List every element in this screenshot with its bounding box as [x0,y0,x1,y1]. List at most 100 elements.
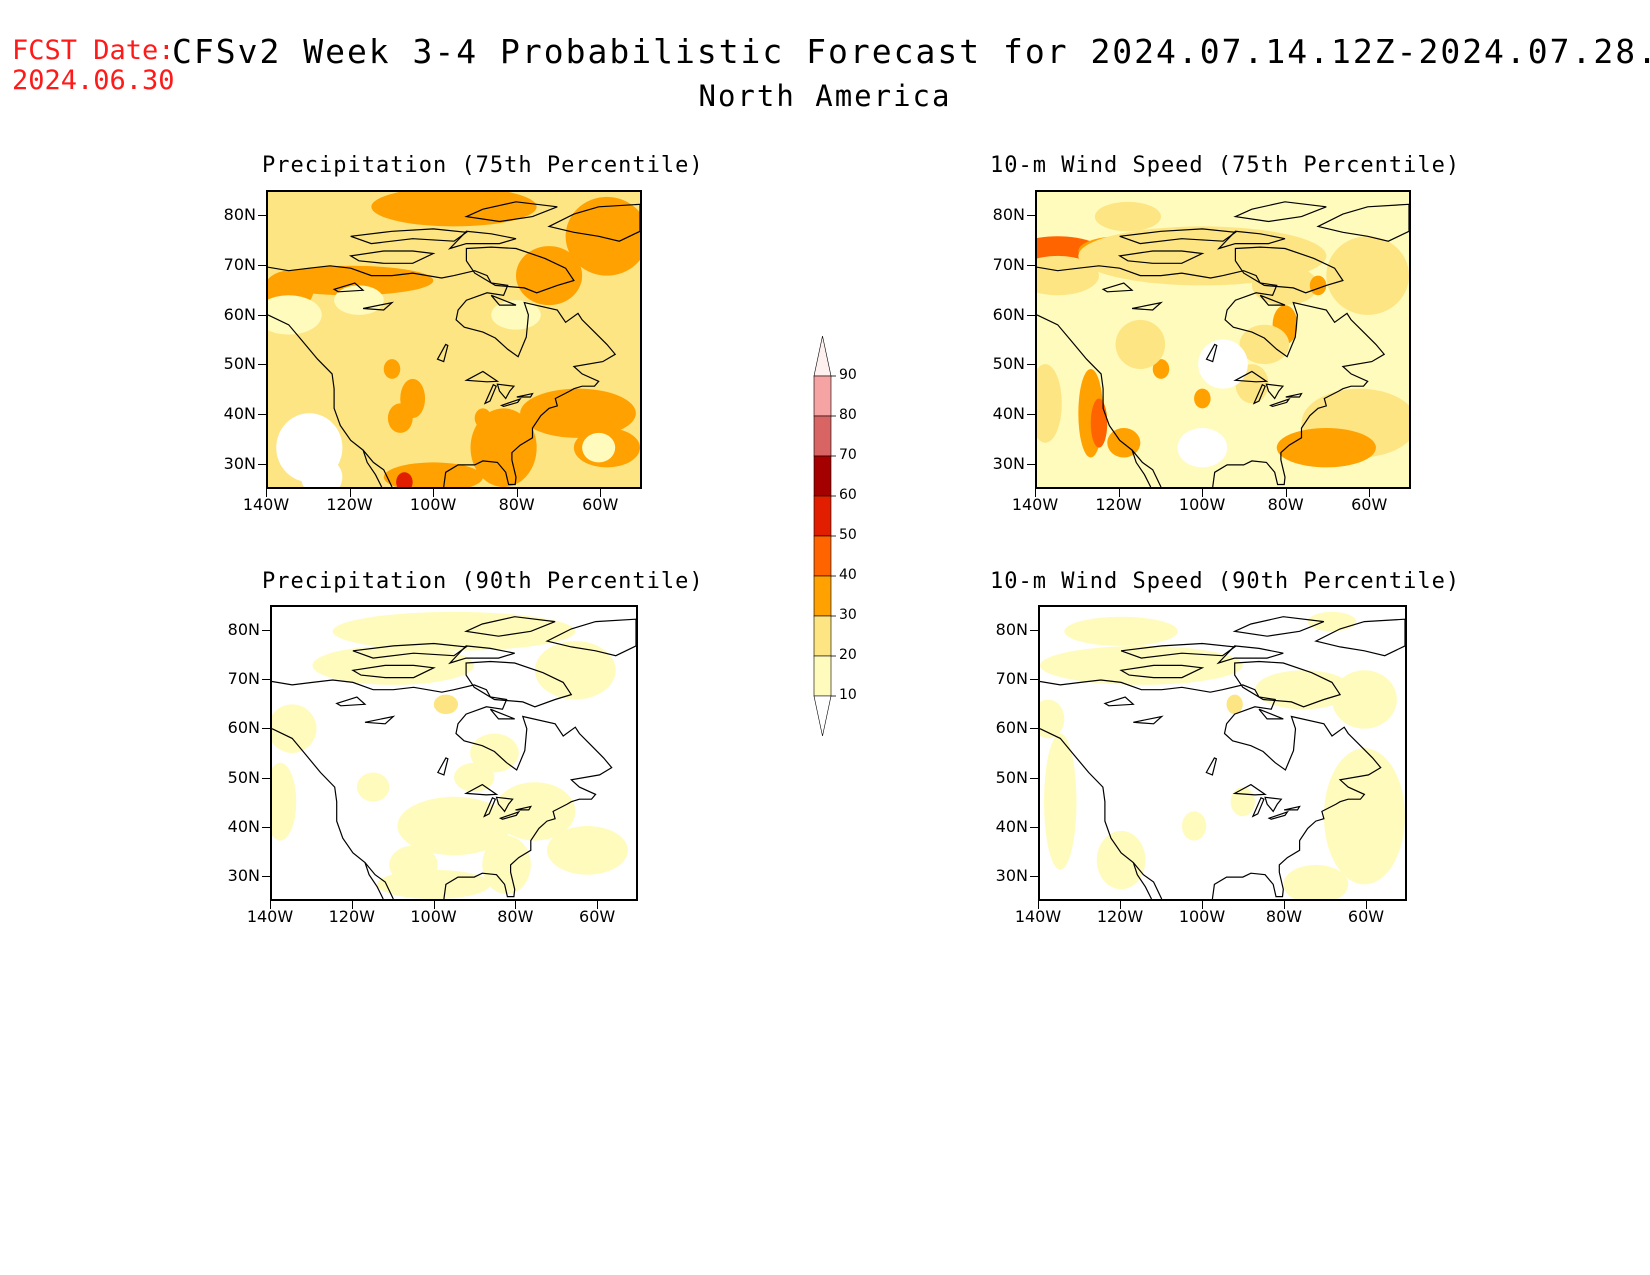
island-outline [1119,228,1238,245]
colorbar-level-label: 60 [839,487,857,503]
panel-title: 10-m Wind Speed (90th Percentile) [990,569,1461,594]
coastline [272,679,613,899]
map-graphic [268,192,640,487]
lake-outline [1285,392,1303,398]
probability-region [272,762,297,841]
colorbar-segment [813,575,832,617]
lat-tick-label: 70N [227,669,260,688]
lake-outline [515,805,533,811]
probability-region [387,403,413,433]
lat-tick-label: 50N [995,767,1028,787]
lat-tick-mark [262,827,270,828]
colorbar-level-label: 50 [839,527,857,543]
island-outline [351,664,436,679]
probability-region [1040,699,1065,739]
lat-tick-label: 80N [995,619,1028,639]
lon-tick-label: 140W [1014,907,1062,926]
colorbar-graphic [813,335,836,737]
probability-region [1040,645,1243,685]
lat-tick-mark [1030,876,1038,878]
probability-region [1198,339,1248,389]
colorbar-segment [813,375,832,417]
colorbar-level-label: 80 [839,407,857,423]
lake-outline [1133,715,1164,725]
lat-tick-mark [1030,777,1038,779]
lon-tick-label: 60W [582,495,619,514]
lat-tick-label: 50N [992,354,1025,374]
lon-tick-mark [1038,901,1039,909]
probability-region [1326,236,1409,315]
lat-tick-label: 50N [227,767,260,787]
probability-region [454,762,495,792]
probability-region [1181,811,1207,841]
island-outline [1258,708,1284,720]
lat-tick-label: 80N [223,204,256,224]
probability-region [1194,388,1211,409]
probability-region [1096,830,1146,890]
lake-outline [1131,301,1164,311]
lake-outline [1265,383,1285,400]
lon-tick-mark [1202,901,1203,909]
probability-region [534,641,616,700]
region-subtitle: North America [698,79,952,113]
map-precip-90 [270,605,638,901]
lat-tick-label: 60N [227,718,260,738]
map-graphic [272,607,636,899]
island-outline [448,645,515,665]
lake-outline [1101,282,1134,293]
lon-tick-label: 80W [497,907,534,926]
probability-region [1037,255,1099,296]
colorbar-level-label: 40 [839,567,857,583]
coastline [1040,728,1163,899]
lat-tick-label: 70N [995,669,1028,688]
probability-region [1226,694,1243,715]
island-outline [490,294,517,306]
lake-outline [436,343,449,363]
colorbar-bottom-arrow [813,695,832,737]
probability-region [1307,611,1357,632]
probability-region [268,295,322,335]
lake-outline [1103,696,1135,707]
probability-region [1037,364,1062,443]
probability-region [334,285,384,315]
lon-tick-mark [600,489,602,497]
lake-outline [1205,757,1218,776]
probability-region [389,845,438,885]
lake-outline [1283,805,1301,811]
coastline [268,265,617,487]
panel-title: 10-m Wind Speed (75th Percentile) [990,153,1461,178]
probability-region [491,300,541,330]
probability-region [383,359,401,379]
probability-region [470,408,537,487]
colorbar-top-arrow [813,335,832,377]
island-outline [1119,664,1205,679]
lat-tick-label: 70N [223,254,256,274]
lat-tick-label: 30N [227,866,260,886]
lat-tick-mark [258,414,266,416]
forecast-date-block: FCST Date: 2024.06.30 [12,36,175,96]
lat-tick-mark [1027,264,1035,266]
lake-outline [483,796,497,818]
lake-outline [1205,343,1218,363]
lat-tick-mark [262,629,270,631]
lat-tick-mark [258,314,266,316]
lake-outline [499,397,522,408]
lat-tick-label: 60N [995,718,1028,738]
coastline [1316,203,1409,242]
lat-tick-label: 40N [992,404,1025,424]
lon-tick-label: 140W [1011,495,1059,514]
lat-tick-label: 40N [995,817,1028,836]
lon-tick-label: 80W [1265,907,1303,926]
probability-region [1309,275,1327,296]
probability-region [272,704,317,753]
lake-outline [1252,383,1266,405]
colorbar-level-label: 90 [839,367,857,383]
colorbar: 10 20 30 40 50 60 70 80 90 [804,335,864,740]
lon-tick-mark [1118,489,1120,497]
probability-region [1090,398,1108,448]
lon-tick-mark [266,489,267,497]
probability-region [1177,428,1228,468]
probability-region [433,694,459,715]
lake-outline [495,796,514,813]
island-outline [1232,616,1325,637]
